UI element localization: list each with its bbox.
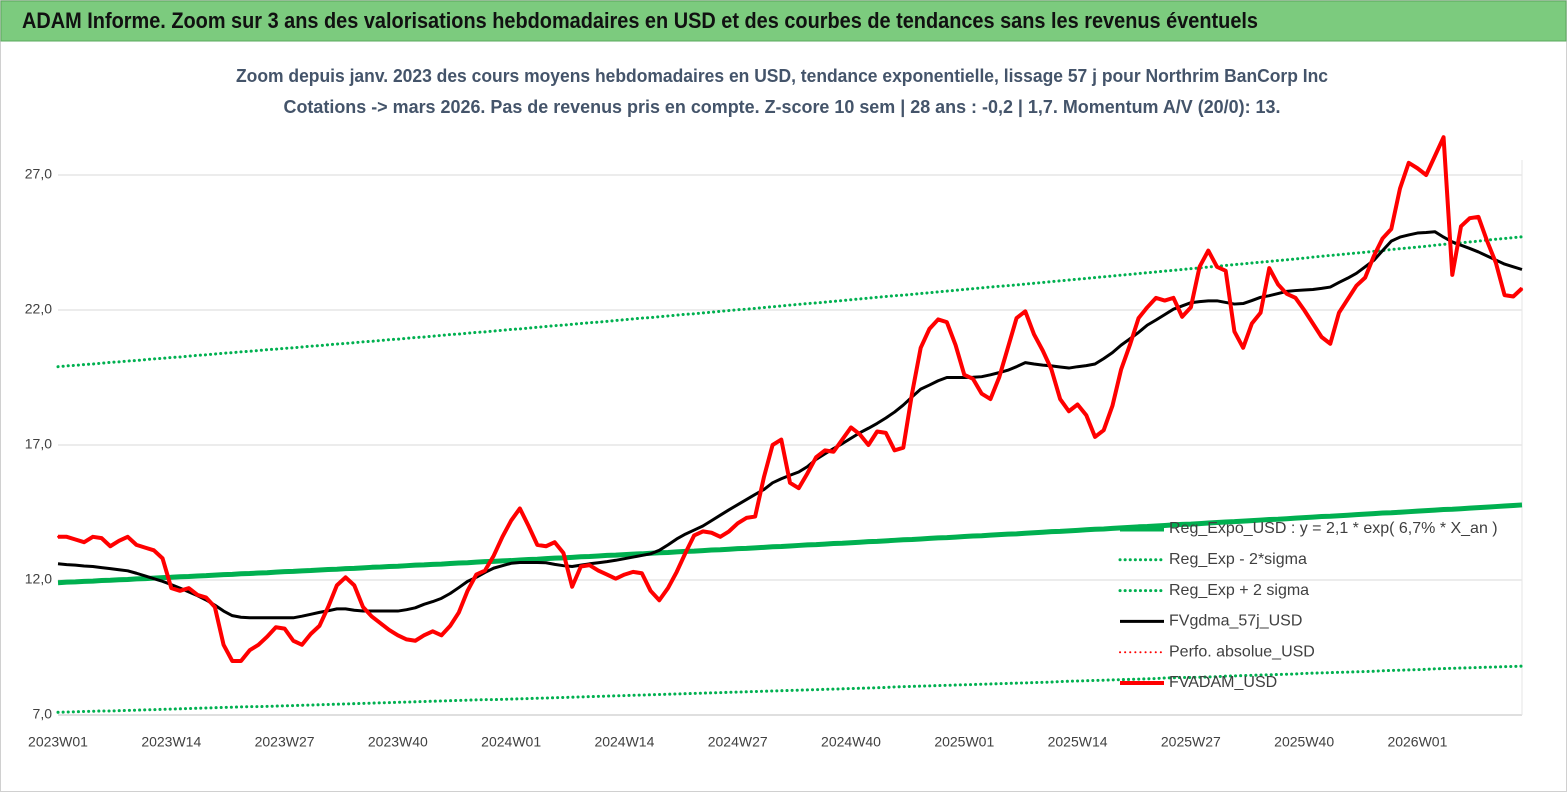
x-tick-label: 2023W01 — [28, 734, 88, 750]
legend-label: FVgdma_57j_USD — [1169, 613, 1302, 630]
chart-subtitle: Cotations -> mars 2026. Pas de revenus p… — [284, 97, 1281, 117]
y-tick-label: 17,0 — [25, 436, 52, 452]
x-tick-label: 2023W40 — [368, 734, 428, 750]
y-tick-label: 7,0 — [33, 706, 53, 722]
y-tick-label: 12,0 — [25, 571, 52, 587]
x-tick-label: 2024W01 — [481, 734, 541, 750]
header-title: ADAM Informe. Zoom sur 3 ans des valoris… — [22, 8, 1258, 33]
x-tick-label: 2024W40 — [821, 734, 881, 750]
series-line — [56, 235, 1524, 369]
x-tick-label: 2025W01 — [934, 734, 994, 750]
x-tick-label: 2025W27 — [1161, 734, 1221, 750]
legend-label: Reg_Expo_USD : y = 2,1 * exp( 6,7% * X_a… — [1169, 520, 1498, 537]
y-tick-label: 27,0 — [25, 166, 52, 182]
x-tick-label: 2024W27 — [708, 734, 768, 750]
legend-label: Perfo. absolue_USD — [1169, 643, 1315, 660]
x-tick-label: 2025W40 — [1274, 734, 1334, 750]
x-tick-label: 2026W01 — [1387, 734, 1447, 750]
x-tick-label: 2024W14 — [594, 734, 654, 750]
legend-label: Reg_Exp + 2 sigma — [1169, 582, 1309, 599]
x-tick-label: 2023W14 — [141, 734, 201, 750]
header-bar — [0, 0, 1567, 42]
chart-subtitle: Zoom depuis janv. 2023 des cours moyens … — [236, 66, 1328, 86]
series-line — [56, 664, 1524, 714]
legend-label: FVADAM_USD — [1169, 674, 1277, 691]
x-tick-label: 2025W14 — [1048, 734, 1108, 750]
legend-label: Reg_Exp - 2*sigma — [1169, 551, 1307, 568]
y-tick-label: 22,0 — [25, 301, 52, 317]
series-line — [57, 502, 1523, 586]
series-line — [58, 135, 1524, 663]
x-tick-label: 2023W27 — [255, 734, 315, 750]
